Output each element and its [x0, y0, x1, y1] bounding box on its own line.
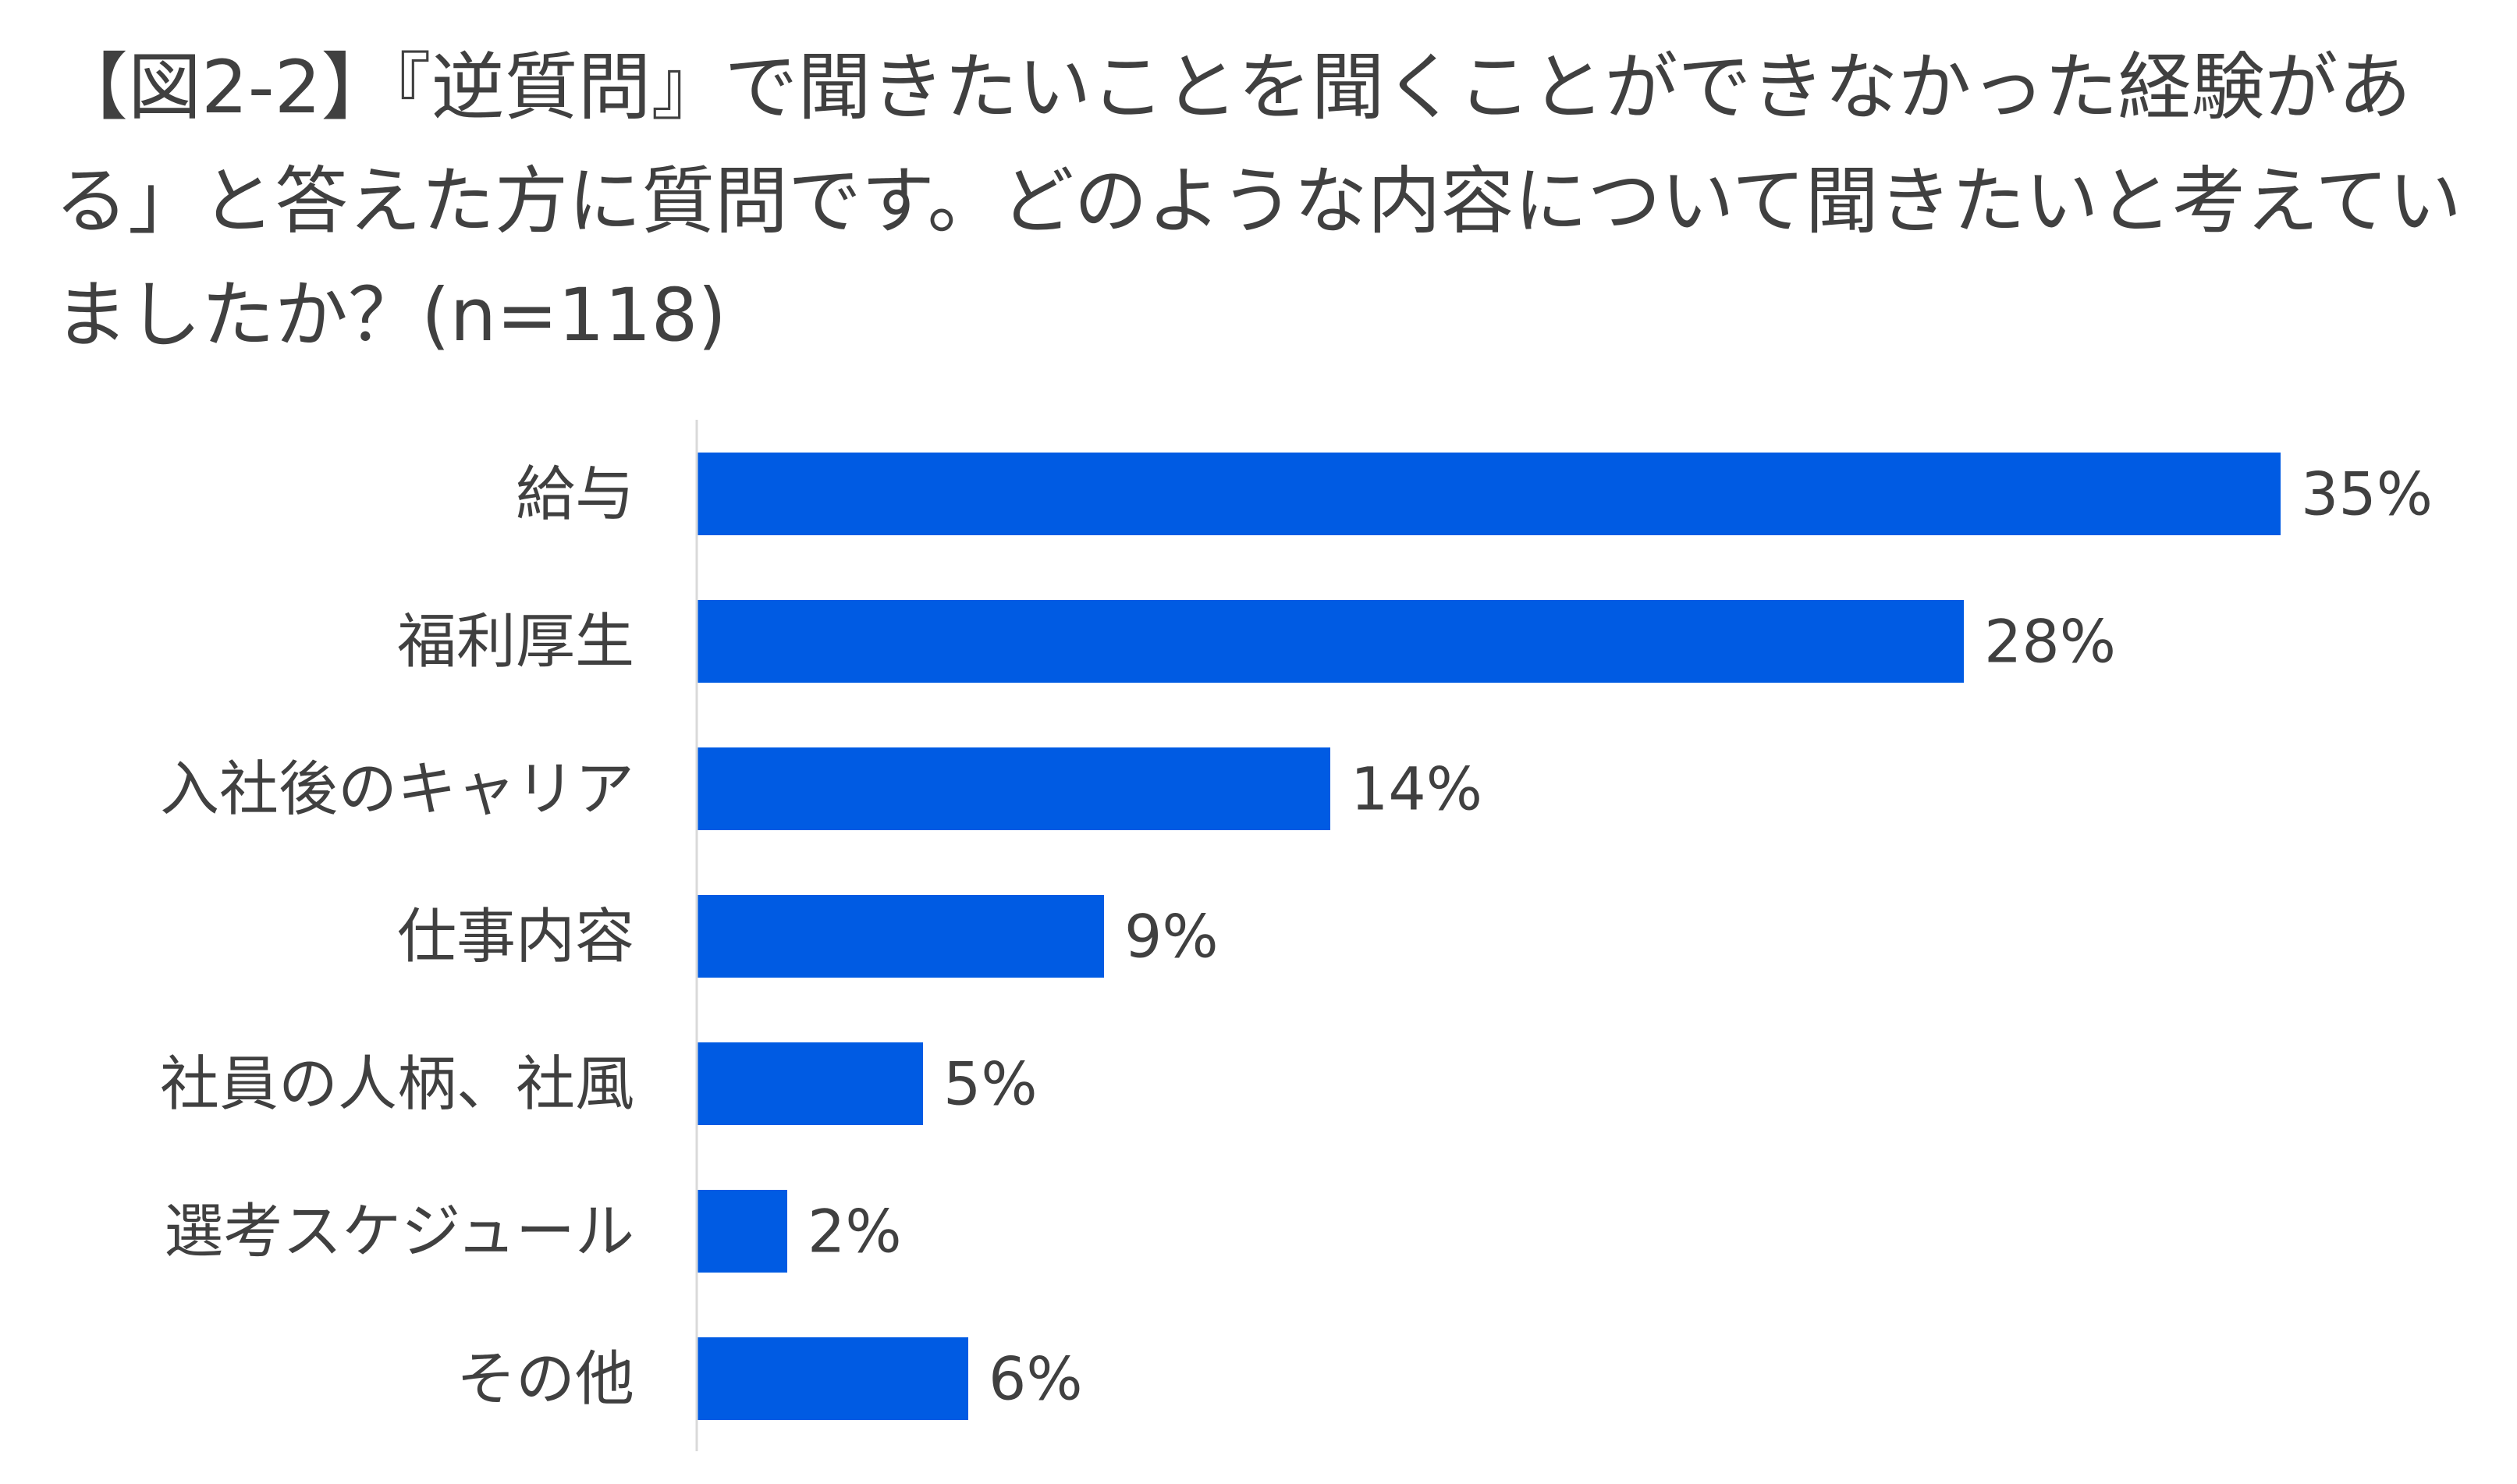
bar-0 — [697, 453, 2281, 535]
bar-5 — [697, 1190, 787, 1273]
bar-6 — [697, 1337, 968, 1420]
bar-1 — [697, 600, 1964, 683]
value-label-5: 2% — [808, 1197, 902, 1266]
category-label-6: その他 — [456, 1344, 634, 1414]
category-label-3: 仕事内容 — [397, 902, 634, 971]
value-labels: 35% 28% 14% 9% 5% 2% 6% — [808, 460, 2433, 1414]
value-label-2: 14% — [1351, 754, 1482, 824]
category-label-0: 給与 — [516, 460, 634, 529]
value-label-0: 35% — [2301, 460, 2433, 529]
bar-4 — [697, 1042, 923, 1125]
category-label-4: 社員の人柄、社風 — [160, 1049, 634, 1119]
chart-title: 【図2-2】『逆質問』で聞きたいことを聞くことができなかった経験がある」と答えた… — [55, 45, 2462, 358]
bars-group — [697, 453, 2281, 1420]
category-label-5: 選考スケジュール — [164, 1197, 634, 1266]
category-label-2: 入社後のキャリア — [160, 754, 634, 824]
category-label-1: 福利厚生 — [397, 607, 634, 676]
value-label-1: 28% — [1984, 607, 2116, 676]
value-label-6: 6% — [989, 1344, 1083, 1414]
bar-2 — [697, 747, 1330, 830]
bar-3 — [697, 895, 1104, 978]
value-label-3: 9% — [1124, 902, 1219, 971]
value-label-4: 5% — [943, 1049, 1038, 1119]
